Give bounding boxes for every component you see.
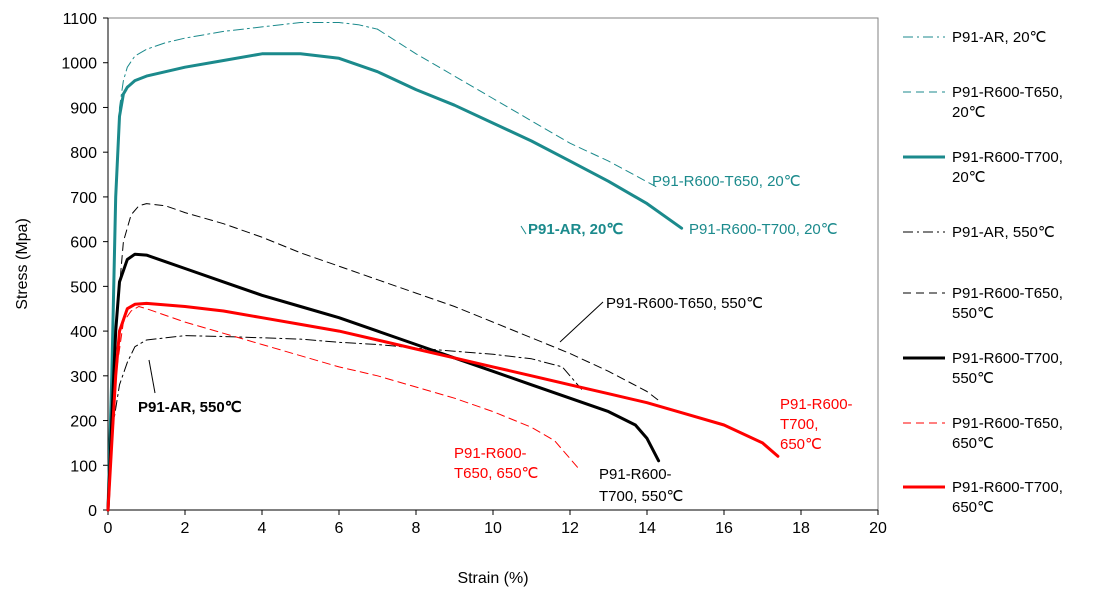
annotation-line: P91-R600-T650, 550℃ — [606, 295, 763, 312]
legend-label-line: P91-R600-T650, — [952, 285, 1063, 302]
legend-item-3: P91-R600-T700, 20℃ — [903, 149, 1063, 186]
x-tick-label: 0 — [104, 520, 113, 537]
legend-label-line: P91-R600-T700, — [952, 149, 1063, 166]
x-tick-label: 2 — [181, 520, 190, 537]
series-line-8 — [106, 301, 780, 512]
legend-label: P91-R600-T650, 550℃ — [952, 285, 1063, 322]
legend-label-line: 650℃ — [952, 499, 994, 516]
annotation-line: P91-R600- — [599, 466, 672, 483]
y-tick-label: 200 — [70, 414, 97, 431]
annotation-label: P91-AR, 550℃ — [138, 399, 242, 416]
x-tick-label: 18 — [792, 520, 810, 537]
annotation-line: P91-AR, 550℃ — [138, 399, 242, 416]
annotation-label: P91-AR, 20℃ — [528, 221, 623, 238]
legend-label-line: P91-R600-T700, — [952, 479, 1063, 496]
legend-label-line: 650℃ — [952, 435, 994, 452]
legend-label: P91-R600-T700, 650℃ — [952, 479, 1063, 516]
x-tick-label: 8 — [412, 520, 421, 537]
y-tick-label: 400 — [70, 324, 97, 341]
series-line-1 — [107, 22, 378, 511]
y-tick-label: 1100 — [63, 11, 98, 28]
plot-frame — [107, 17, 879, 511]
annotation-label: P91-R600-T700, 20℃ — [689, 221, 838, 238]
y-axis-ticks: 0 100 200 300 400 500 600 700 800 900 1000 1100 — [61, 11, 109, 520]
series-layer — [106, 22, 780, 512]
y-tick-label: 700 — [70, 190, 97, 207]
legend-label: P91-R600-T700, 550℃ — [952, 350, 1063, 387]
annotation-label: P91-R600- T700, 650℃ — [780, 396, 853, 453]
legend-label-line: 550℃ — [952, 370, 994, 387]
legend-label: P91-R600-T650, 650℃ — [952, 415, 1063, 452]
annotation-line: T650, 650℃ — [454, 465, 538, 482]
x-tick-label: 16 — [715, 520, 733, 537]
leader-line — [559, 301, 604, 343]
legend-label-line: 550℃ — [952, 305, 994, 322]
legend-item-7: P91-R600-T650, 650℃ — [903, 415, 1063, 452]
legend-label: P91-AR, 550℃ — [952, 224, 1055, 241]
x-axis-ticks: 0 2 4 6 8 10 12 14 16 18 20 — [104, 509, 887, 537]
legend-label: P91-R600-T700, 20℃ — [952, 149, 1063, 186]
series-line-2 — [377, 28, 660, 189]
x-tick-label: 6 — [335, 520, 344, 537]
leader-line — [520, 225, 527, 235]
legend-label-line: P91-AR, 20℃ — [952, 29, 1046, 46]
annotation-line: P91-R600-T650, 20℃ — [652, 173, 801, 190]
x-tick-label: 10 — [484, 520, 502, 537]
y-tick-label: 500 — [70, 279, 97, 296]
x-tick-label: 20 — [869, 520, 887, 537]
legend-label-line: 20℃ — [952, 169, 986, 186]
y-tick-label: 0 — [88, 503, 97, 520]
leader-line — [148, 359, 156, 394]
series-line-3 — [106, 52, 684, 512]
legend-item-4: P91-AR, 550℃ — [903, 224, 1055, 241]
annotation-label: P91-R600-T650, 550℃ — [606, 295, 763, 312]
annotation-label: P91-R600-T650, 20℃ — [652, 173, 801, 190]
legend-label-line: P91-AR, 550℃ — [952, 224, 1055, 241]
annotation-label: P91-R600- T700, 550℃ — [599, 466, 683, 505]
y-tick-label: 300 — [70, 369, 97, 386]
annotation-line: P91-R600-T700, 20℃ — [689, 221, 838, 238]
legend-item-1: P91-AR, 20℃ — [903, 29, 1046, 46]
annotation-line: P91-R600- — [780, 396, 853, 413]
y-tick-label: 100 — [70, 458, 97, 475]
series-line-7 — [107, 306, 579, 511]
y-tick-label: 1000 — [61, 56, 97, 73]
legend-label: P91-R600-T650, 20℃ — [952, 84, 1063, 121]
legend-item-8: P91-R600-T700, 650℃ — [903, 479, 1063, 516]
series-line-6 — [106, 252, 661, 512]
legend-label-line: P91-R600-T650, — [952, 84, 1063, 101]
plot-area — [107, 17, 879, 511]
y-axis-title: Stress (Mpa) — [14, 218, 31, 310]
legend-label: P91-AR, 20℃ — [952, 29, 1046, 46]
y-tick-label: 900 — [70, 100, 97, 117]
annotation-line: 650℃ — [780, 436, 822, 453]
series-line-5 — [107, 203, 660, 511]
x-tick-label: 12 — [561, 520, 579, 537]
x-axis-title: Strain (%) — [457, 570, 528, 587]
legend-label-line: 20℃ — [952, 104, 986, 121]
legend-label-line: P91-R600-T700, — [952, 350, 1063, 367]
annotation-label: P91-R600- T650, 650℃ — [454, 445, 538, 482]
y-tick-label: 800 — [70, 145, 97, 162]
legend-label-line: P91-R600-T650, — [952, 415, 1063, 432]
legend-item-5: P91-R600-T650, 550℃ — [903, 285, 1063, 322]
legend-item-2: P91-R600-T650, 20℃ — [903, 84, 1063, 121]
x-tick-label: 14 — [638, 520, 656, 537]
y-tick-label: 600 — [70, 235, 97, 252]
legend-item-6: P91-R600-T700, 550℃ — [903, 350, 1063, 387]
series-line-4 — [107, 335, 582, 511]
x-tick-label: 4 — [258, 520, 267, 537]
annotation-line: T700, 550℃ — [599, 488, 683, 505]
annotation-line: P91-R600- — [454, 445, 527, 462]
annotation-line: T700, — [780, 416, 818, 433]
annotation-line: P91-AR, 20℃ — [528, 221, 623, 238]
